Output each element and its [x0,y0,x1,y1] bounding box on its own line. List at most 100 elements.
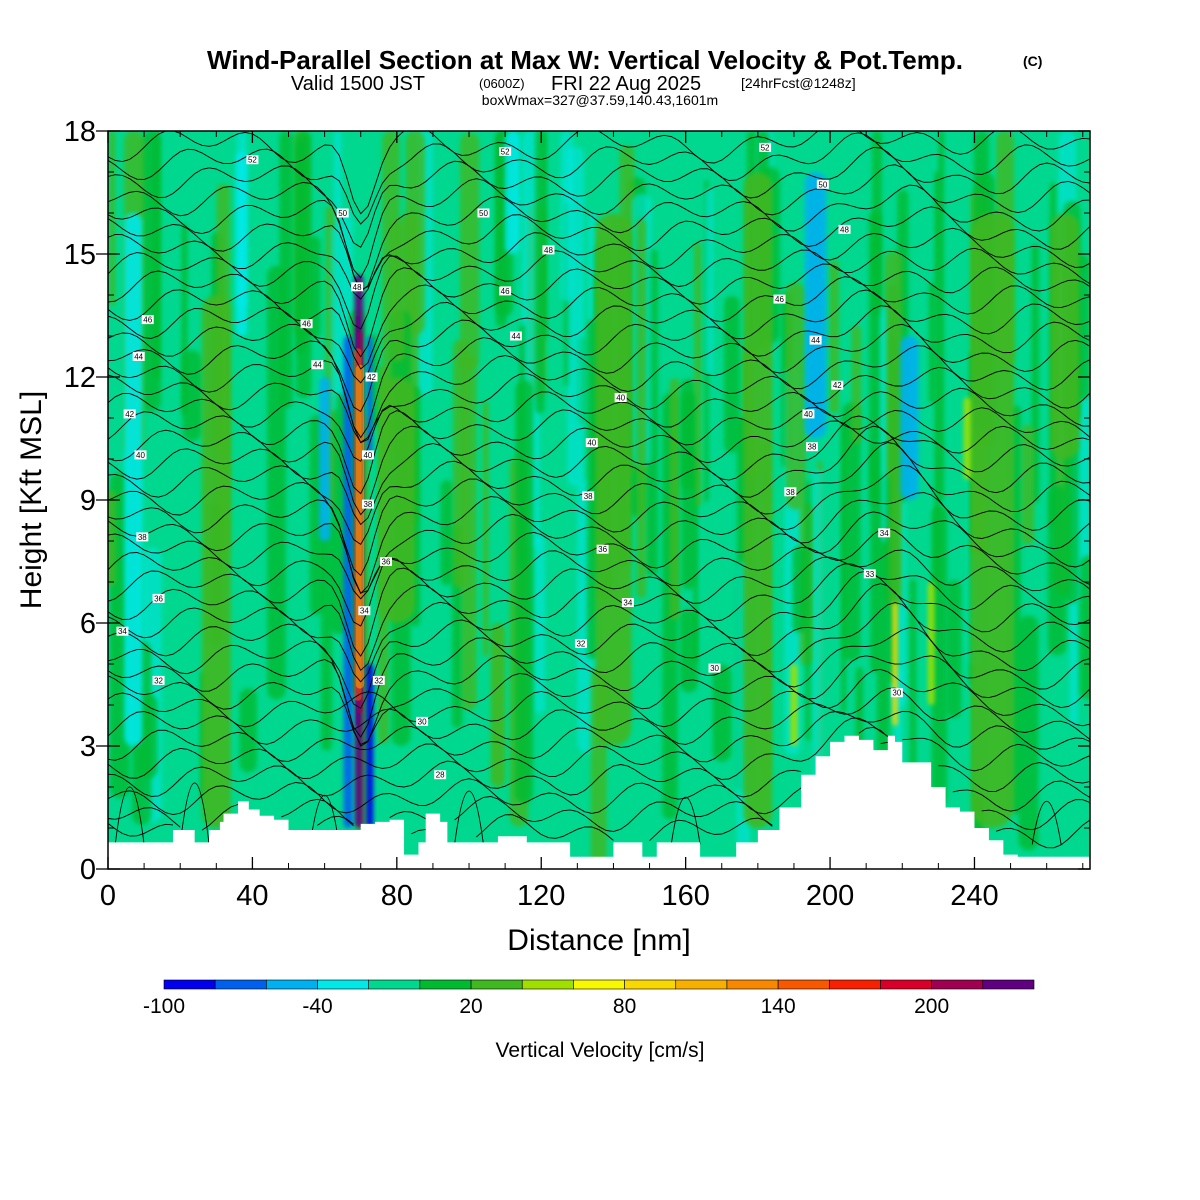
theta-contour-line [108,305,1090,413]
contour-label-text: 44 [512,332,521,341]
velocity-texture-streak [109,131,116,307]
theta-contour-line [108,366,1090,443]
contour-label-box [311,360,324,370]
contour-label-text: 28 [436,771,445,780]
velocity-texture-streak [842,402,861,661]
velocity-texture-streak [181,223,188,415]
y-tick-label: 9 [80,485,96,517]
colorbar-swatch [675,979,728,990]
velocity-texture-streak [704,187,713,375]
contour-label-box [614,393,627,402]
velocity-feature [1050,213,1080,459]
contour-label-text: 50 [338,209,347,218]
theta-contour-line [309,794,340,845]
contour-label-text: 33 [865,570,874,579]
contour-label: 44 [311,360,324,370]
contour-label-text: 48 [544,246,553,255]
contour-label-text: 30 [892,689,901,698]
contour-label-box [134,450,147,460]
contour-label-box [809,335,822,345]
contour-label-box [358,606,371,616]
colorbar-swatch [880,979,932,990]
contour-label-box [582,491,595,501]
contour-label: 40 [802,409,815,419]
contour-label-box [136,532,149,542]
x-tick-label: 80 [381,880,413,912]
contour-label-box [141,315,154,325]
velocity-texture-streak [461,356,477,711]
contour-label: 38 [582,491,595,501]
theta-contour-line [108,132,1090,225]
contour-label: 32 [574,639,587,649]
theta-contour-line [114,786,145,845]
contour-label-text: 40 [136,451,145,460]
contour-label-text: 52 [248,156,257,165]
contour-label-box [499,147,512,156]
chart-subtitle: Valid 1500 JST (0600Z) FRI 22 Aug 2025 [… [291,73,856,95]
theta-contour-line [108,549,1090,657]
colorbar-swatch [266,979,318,990]
contour-label-text: 36 [382,558,391,567]
theta-contour-line [108,206,1090,291]
velocity-texture-streak [1021,424,1035,545]
contour-label-box [499,286,512,296]
velocity-texture-streak [792,545,808,633]
contour-label-text: 36 [154,594,163,603]
x-axis-label: Distance [nm] [507,924,690,957]
velocity-texture-streak [482,401,489,657]
contour-label: 30 [416,716,429,726]
contour-label-box [878,528,891,538]
velocity-feature [963,397,971,480]
contour-label-box [361,499,374,509]
contour-label-text: 38 [786,488,795,497]
contour-label-box [596,544,609,554]
contour-label-text: 36 [598,545,607,554]
velocity-feature [743,172,773,828]
velocity-texture-streak [880,306,887,543]
colorbar-swatch [573,979,625,990]
velocity-feature [236,151,247,336]
contour-label-text: 40 [587,439,596,448]
contour-label: 28 [434,770,447,780]
colorbar-swatch [368,979,421,990]
contour-label: 38 [784,487,797,497]
contour-label: 32 [152,675,165,685]
contour-label-text: 42 [367,373,376,382]
colorbar-label: Vertical Velocity [cm/s] [496,1039,705,1062]
velocity-texture-streak [636,219,647,599]
contour-label-box [361,450,374,460]
contour-label-box [838,224,851,234]
velocity-feature [343,336,353,828]
colorbar-swatch [317,979,370,990]
contour-label: 46 [300,319,313,329]
contour-label: 38 [806,442,819,452]
contour-label-box [379,557,392,566]
velocity-texture-streak [909,578,917,779]
contour-label-box [132,352,145,361]
colorbar-tick-label: -100 [143,995,185,1018]
contour-label: 36 [152,593,165,603]
contour-label-text: 44 [313,361,322,370]
contour-label-box [863,569,876,579]
contour-label-box [416,716,429,726]
contour-label: 50 [816,179,829,189]
contour-label-text: 34 [623,599,632,608]
velocity-feature [900,336,919,500]
contour-label-text: 52 [761,143,770,152]
contour-label: 40 [361,450,374,460]
colorbar-swatch [521,979,574,990]
theta-contour-line [108,814,1090,849]
contour-label: 48 [351,282,364,292]
theta-contour-line [179,782,210,845]
theta-contour-line [108,570,1090,683]
x-tick-label: 200 [806,880,854,912]
contour-label-box [477,208,490,218]
contour-label-text: 38 [808,443,817,452]
contour-label: 52 [759,142,772,152]
velocity-texture-streak [1047,485,1067,656]
contour-label-box [759,142,772,152]
contour-label: 46 [499,286,512,296]
contour-label: 40 [585,438,598,448]
contour-label-text: 50 [818,180,827,189]
theta-contour-line [108,492,1090,594]
